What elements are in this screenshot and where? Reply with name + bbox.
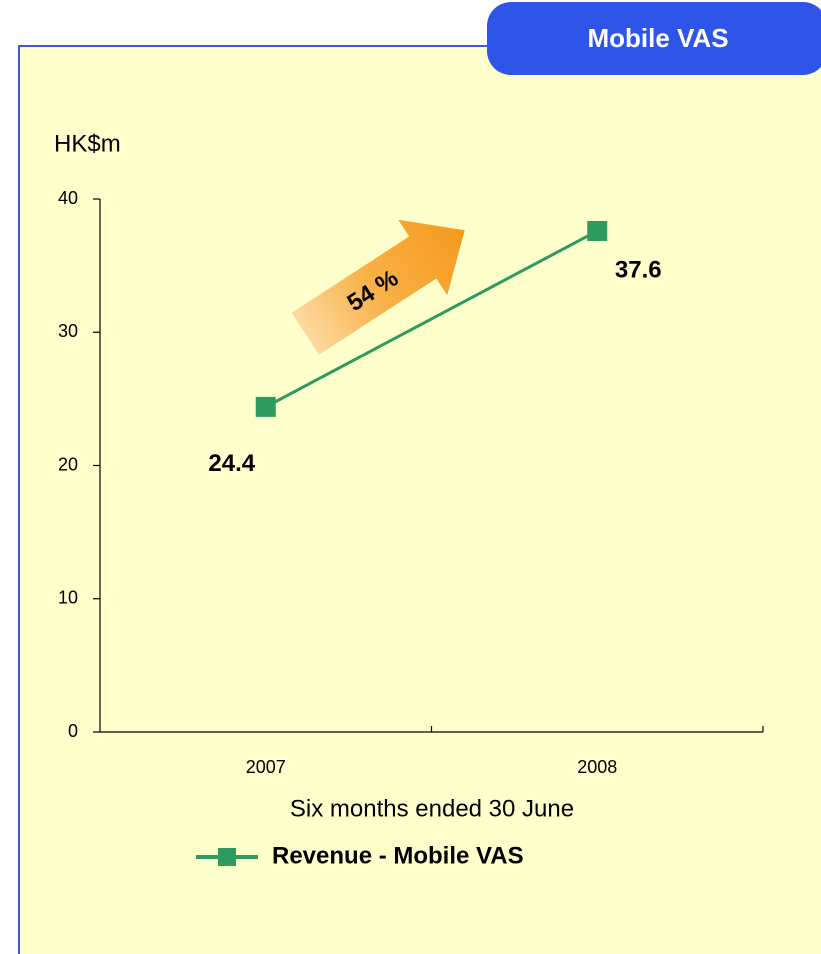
data-point [255, 396, 276, 417]
y-tick-label: 40 [58, 188, 78, 208]
y-tick-label: 20 [58, 454, 78, 474]
legend-label: Revenue - Mobile VAS [272, 842, 524, 869]
y-tick-label: 30 [58, 321, 78, 341]
arrow-shape [291, 219, 465, 355]
y-tick-label: 10 [58, 588, 78, 608]
x-tick-label: 2007 [246, 757, 286, 777]
data-point [587, 220, 608, 241]
data-label: 24.4 [208, 450, 255, 477]
data-label: 37.6 [615, 256, 662, 283]
y-tick-label: 0 [68, 721, 78, 741]
panel [18, 45, 821, 954]
title-tab [487, 2, 821, 75]
series-line [265, 229, 598, 409]
x-axis-label: Six months ended 30 June [290, 795, 574, 822]
y-axis-label: HK$m [54, 130, 121, 157]
chart-title: Mobile VAS [587, 23, 728, 53]
x-tick-label: 2008 [577, 757, 617, 777]
legend-marker [218, 848, 236, 866]
